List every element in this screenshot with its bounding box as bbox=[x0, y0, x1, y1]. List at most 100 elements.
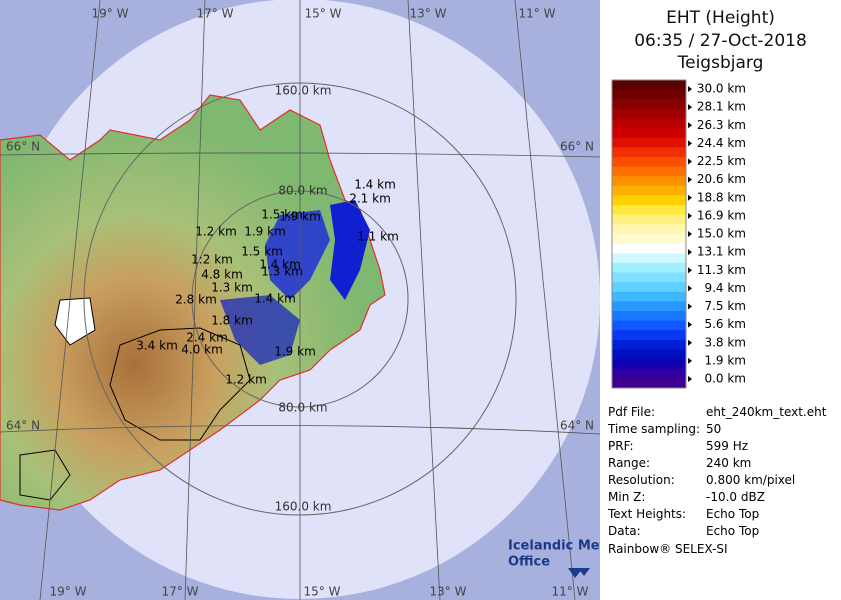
longitude-label: 15° W bbox=[304, 585, 341, 599]
logo: Icelandic Met Office bbox=[508, 539, 600, 578]
metadata-key: Resolution: bbox=[608, 473, 675, 487]
colorbar-swatch bbox=[612, 118, 686, 129]
metadata-key: Data: bbox=[608, 524, 641, 538]
echo-top-label: 1.3 km bbox=[211, 281, 253, 295]
colorbar-swatch bbox=[612, 282, 686, 293]
colorbar-swatch bbox=[612, 108, 686, 119]
colorbar-swatch bbox=[612, 137, 686, 148]
colorbar-label: 22.5 km bbox=[697, 154, 746, 168]
colorbar-tick bbox=[688, 158, 692, 165]
echo-top-label: 1.3 km bbox=[261, 265, 303, 279]
colorbar-swatch bbox=[612, 214, 686, 225]
latitude-label: 66° N bbox=[560, 140, 594, 154]
logo-text: Icelandic Met bbox=[508, 539, 600, 554]
colorbar-swatch bbox=[612, 262, 686, 273]
colorbar-swatch bbox=[612, 89, 686, 100]
echo-area bbox=[220, 295, 300, 365]
echo-top-label: 3.4 km bbox=[136, 339, 178, 353]
metadata-value: 599 Hz bbox=[706, 439, 749, 453]
glacier bbox=[19, 449, 71, 501]
colorbar-swatch bbox=[612, 311, 686, 322]
colorbar: 30.0 km 28.1 km 26.3 km 24.4 km 22.5 km 20.6 … bbox=[611, 79, 746, 389]
colorbar-tick bbox=[688, 122, 692, 129]
metadata-key: Range: bbox=[608, 456, 651, 470]
echo-top-label: 4.8 km bbox=[201, 268, 243, 282]
title: Teigsbjarg bbox=[677, 53, 764, 73]
longitude-label: 11° W bbox=[519, 7, 556, 21]
colorbar-swatch bbox=[612, 205, 686, 216]
latitude-label: 66° N bbox=[6, 140, 40, 154]
echo-top-label: 1.1 km bbox=[357, 230, 399, 244]
colorbar-swatch bbox=[612, 195, 686, 206]
range-ring-label: 160.0 km bbox=[275, 84, 332, 98]
colorbar-tick bbox=[688, 249, 692, 256]
colorbar-swatch bbox=[612, 157, 686, 168]
echo-area bbox=[265, 210, 330, 300]
colorbar-swatch bbox=[612, 359, 686, 370]
longitude-label: 17° W bbox=[197, 7, 234, 21]
colorbar-tick bbox=[688, 231, 692, 237]
metadata-value: 50 bbox=[706, 422, 722, 436]
colorbar-swatch bbox=[612, 253, 686, 264]
colorbar-label: 7.5 km bbox=[704, 299, 746, 313]
logo-text: Office bbox=[508, 555, 550, 570]
range-ring-label: 80.0 km bbox=[278, 401, 327, 415]
colorbar-swatch bbox=[612, 339, 686, 350]
colorbar-swatch bbox=[612, 166, 686, 177]
colorbar-swatch bbox=[612, 301, 686, 312]
colorbar-swatch bbox=[612, 349, 686, 360]
colorbar-tick bbox=[688, 194, 692, 201]
echo-top-label: 1.4 km bbox=[354, 178, 396, 192]
echo-top-label: 1.2 km bbox=[195, 225, 237, 239]
colorbar-swatch bbox=[612, 99, 686, 110]
longitude-label: 17° W bbox=[162, 585, 199, 599]
range-ring-label: 160.0 km bbox=[275, 500, 332, 514]
echo-top-label: 2.1 km bbox=[349, 192, 391, 206]
colorbar-swatch bbox=[612, 80, 686, 91]
colorbar-tick bbox=[688, 86, 692, 92]
colorbar-label: 11.3 km bbox=[697, 263, 746, 277]
colorbar-label: 5.6 km bbox=[704, 317, 746, 331]
colorbar-swatch bbox=[612, 330, 686, 341]
colorbar-label: 16.9 km bbox=[697, 208, 746, 222]
colorbar-swatch bbox=[612, 224, 686, 235]
footer: Rainbow® SELEX-SI bbox=[608, 542, 728, 556]
echo-area bbox=[330, 200, 370, 300]
colorbar-swatch bbox=[612, 320, 686, 331]
colorbar-label: 3.8 km bbox=[704, 335, 746, 349]
colorbar-label: 28.1 km bbox=[697, 100, 746, 114]
colorbar-tick bbox=[688, 357, 692, 364]
echo-top-label: 1.8 km bbox=[211, 314, 253, 328]
colorbar-label: 20.6 km bbox=[697, 172, 746, 186]
colorbar-label: 30.0 km bbox=[697, 82, 746, 96]
colorbar-swatch bbox=[612, 291, 686, 302]
echo-top-label: 1.5 km bbox=[241, 245, 283, 259]
colorbar-label: 15.0 km bbox=[697, 227, 746, 241]
longitude-label: 19° W bbox=[50, 585, 87, 599]
colorbar-swatch bbox=[612, 272, 686, 283]
echo-top-label: 4.0 km bbox=[181, 343, 223, 357]
title: EHT (Height) bbox=[666, 8, 775, 28]
colorbar-tick bbox=[688, 212, 692, 219]
colorbar-tick bbox=[688, 321, 692, 328]
echo-top-label: 1.9 km bbox=[244, 225, 286, 239]
longitude-label: 19° W bbox=[92, 7, 129, 21]
metadata-value: Echo Top bbox=[706, 524, 760, 538]
metadata-value: -10.0 dBZ bbox=[706, 490, 765, 504]
colorbar-frame bbox=[611, 79, 687, 389]
echo-top-label: 1.9 km bbox=[279, 210, 321, 224]
echo-top-label: 2.4 km bbox=[186, 331, 228, 345]
echo-top-label: 2.8 km bbox=[175, 293, 217, 307]
colorbar-tick bbox=[688, 339, 692, 346]
colorbar-label: 1.9 km bbox=[704, 353, 746, 367]
longitude-label: 15° W bbox=[305, 7, 342, 21]
radar-map: 19° W 17° W 15° W 13° W 11° W 19° W 17° W 15° W… bbox=[0, 0, 600, 600]
echo-top-label: 1.9 km bbox=[274, 345, 316, 359]
colorbar-tick bbox=[688, 376, 692, 382]
colorbar-label: 9.4 km bbox=[704, 281, 746, 295]
longitude-label: 13° W bbox=[430, 585, 467, 599]
colorbar-label: 0.0 km bbox=[704, 372, 746, 386]
colorbar-swatch bbox=[612, 234, 686, 245]
metadata-value: 0.800 km/pixel bbox=[706, 473, 796, 487]
